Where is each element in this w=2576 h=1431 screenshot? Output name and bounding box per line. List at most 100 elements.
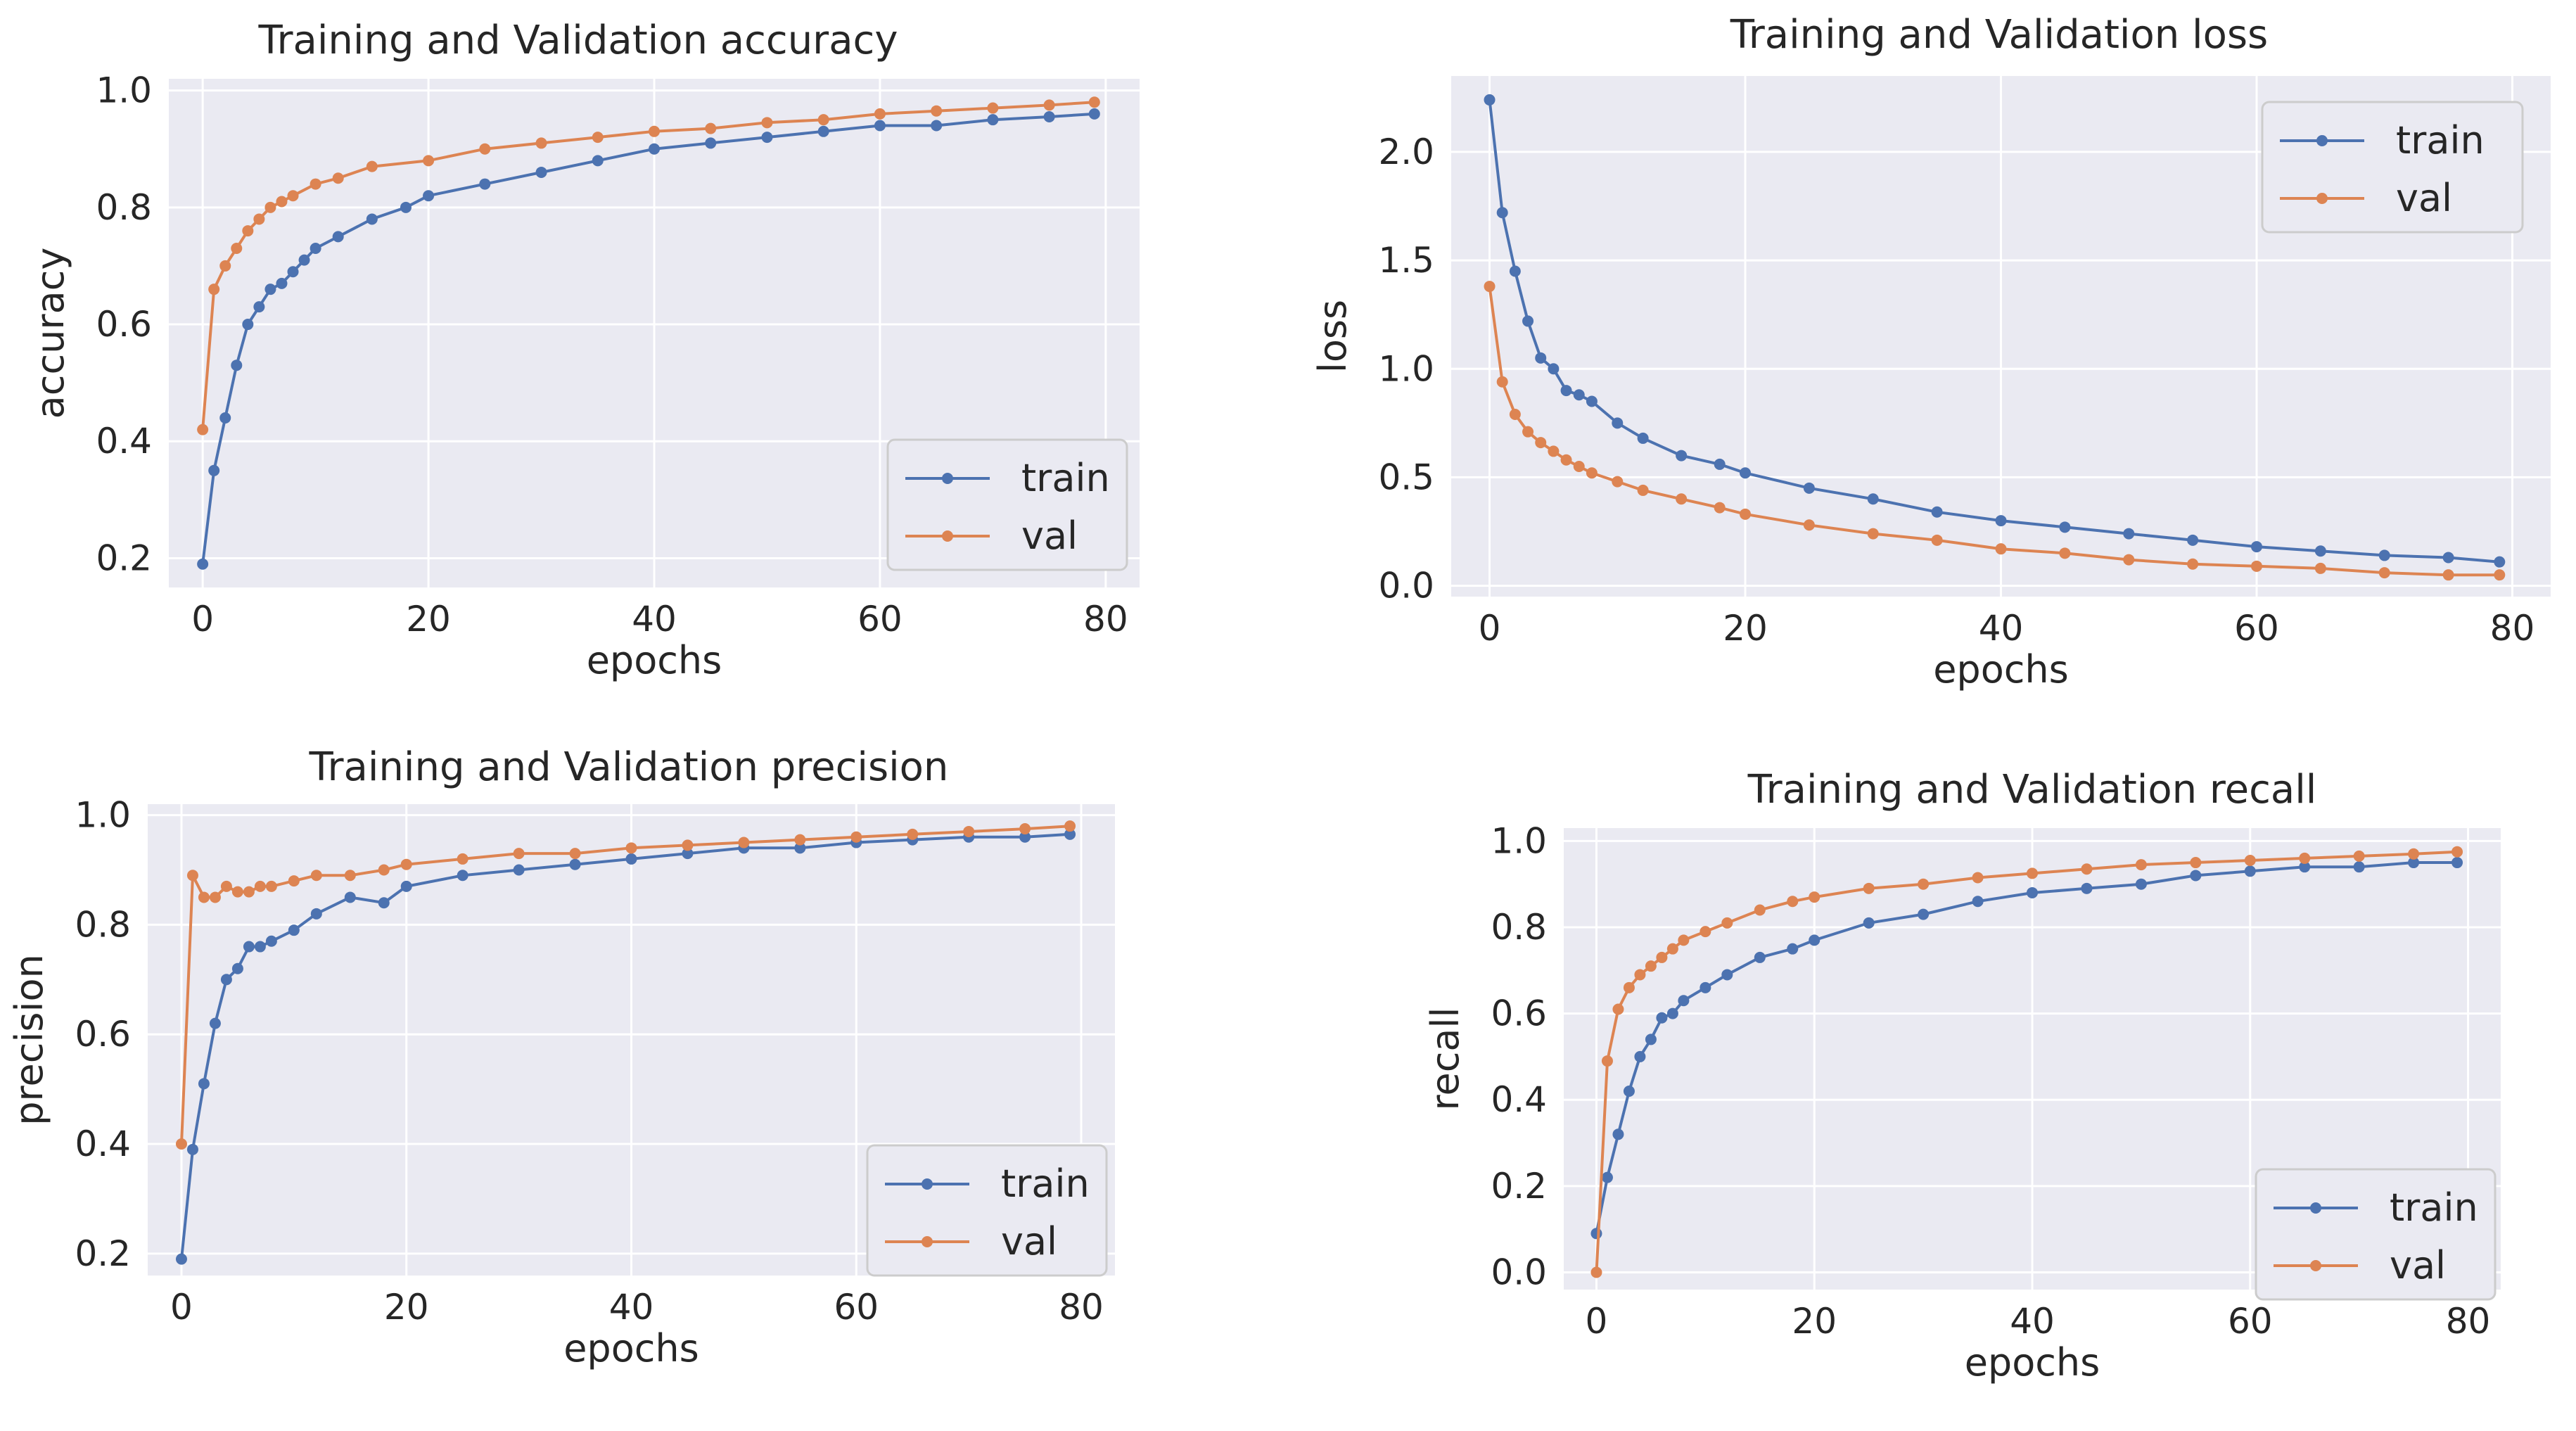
data-point-val: [1918, 878, 1930, 890]
data-point-val: [198, 891, 210, 903]
data-point-val: [310, 870, 322, 882]
data-point-train: [243, 941, 255, 953]
data-point-train: [378, 897, 390, 909]
data-point-train: [2314, 545, 2326, 557]
data-point-val: [1586, 467, 1598, 479]
data-point-val: [738, 837, 750, 848]
chart-title: Training and Validation precision: [309, 744, 949, 790]
series-val: [175, 820, 1076, 1150]
y-tick-label: 0.2: [96, 538, 152, 578]
data-point-val: [649, 125, 660, 137]
data-point-train: [1918, 908, 1930, 920]
y-tick-label: 0.0: [1491, 1252, 1547, 1292]
data-point-train: [265, 935, 277, 947]
legend-marker-val: [2310, 1260, 2321, 1271]
data-point-val: [1509, 409, 1521, 420]
chart-precision: Training and Validation precision 0 20 40 60…: [7, 744, 1115, 1370]
data-point-val: [287, 190, 299, 202]
data-point-val: [242, 225, 254, 237]
data-point-val: [963, 825, 975, 837]
data-point-val: [1612, 1003, 1624, 1015]
x-tick-label: 80: [2490, 608, 2535, 649]
data-point-val: [457, 853, 468, 865]
data-point-train: [231, 360, 243, 371]
data-point-train: [1867, 493, 1879, 505]
data-point-train: [366, 213, 378, 225]
data-point-train: [1586, 395, 1598, 407]
legend-label-val: val: [2390, 1243, 2446, 1287]
data-point-train: [1043, 111, 1055, 123]
data-point-train: [1721, 969, 1733, 981]
data-point-train: [1803, 482, 1815, 494]
y-tick-label: 0.2: [1491, 1166, 1547, 1207]
data-point-val: [1666, 943, 1678, 955]
y-axis-label: recall: [1423, 1007, 1467, 1110]
x-tick-label: 20: [1792, 1301, 1837, 1342]
data-point-val: [175, 1138, 187, 1150]
data-point-train: [513, 864, 525, 876]
data-point-val: [208, 284, 220, 295]
legend: train val: [886, 438, 1128, 571]
data-point-train: [423, 190, 435, 202]
y-tick-label: 0.5: [1378, 457, 1434, 497]
data-point-val: [1601, 1055, 1613, 1067]
y-tick-label: 0.8: [96, 187, 152, 228]
data-point-train: [197, 558, 209, 570]
data-point-train: [287, 266, 299, 278]
data-point-val: [535, 137, 547, 149]
data-point-val: [265, 880, 277, 892]
data-point-train: [1972, 896, 1984, 908]
data-point-val: [378, 864, 390, 876]
data-point-train: [264, 284, 276, 295]
data-point-val: [1064, 820, 1076, 832]
data-point-train: [1666, 1007, 1678, 1019]
data-point-train: [457, 870, 468, 882]
data-point-train: [2378, 549, 2390, 561]
data-point-val: [1088, 96, 1100, 108]
chart-accuracy: Training and Validation accuracy 0 20 40 60 8…: [28, 18, 1140, 682]
data-point-val: [1043, 99, 1055, 111]
data-point-val: [1590, 1266, 1602, 1278]
legend-marker-train: [2316, 135, 2328, 146]
legend: train val: [2255, 1168, 2497, 1301]
legend-label-train: train: [2396, 118, 2485, 163]
data-point-val: [2244, 854, 2256, 866]
y-tick-label: 1.0: [1378, 348, 1434, 389]
y-axis-label: loss: [1311, 300, 1355, 373]
legend: train val: [866, 1144, 1108, 1277]
legend-label-val: val: [2396, 176, 2452, 220]
data-point-val: [817, 114, 829, 126]
data-point-val: [850, 831, 862, 843]
data-point-val: [423, 155, 435, 167]
y-axis-label: accuracy: [28, 248, 72, 419]
data-point-train: [242, 319, 254, 331]
data-point-val: [253, 213, 265, 225]
x-tick-label: 80: [2446, 1301, 2491, 1342]
x-tick-label: 40: [2010, 1301, 2055, 1342]
data-point-train: [1740, 467, 1752, 479]
data-point-val: [1535, 437, 1547, 449]
data-point-val: [1496, 376, 1508, 388]
x-tick-label: 0: [1479, 608, 1501, 649]
data-point-train: [400, 880, 412, 892]
series-val: [1590, 846, 2463, 1278]
data-point-train: [1088, 108, 1100, 120]
data-point-train: [344, 891, 356, 903]
data-point-train: [569, 858, 581, 870]
y-tick-label: 0.6: [1491, 993, 1547, 1034]
data-point-train: [2353, 861, 2365, 873]
chart-title: Training and Validation accuracy: [258, 18, 898, 63]
legend-label-val: val: [1021, 514, 1078, 558]
data-point-val: [186, 870, 198, 882]
data-point-val: [220, 880, 232, 892]
chart-title: Training and Validation recall: [1747, 767, 2317, 813]
data-point-val: [310, 178, 321, 190]
data-point-train: [931, 120, 943, 132]
data-point-val: [1863, 882, 1875, 894]
data-point-val: [254, 880, 266, 892]
legend-marker-train: [942, 473, 953, 484]
chart-loss: Training and Validation loss 0 20 40 60 80 0.0…: [1311, 12, 2551, 692]
data-point-val: [2081, 863, 2093, 875]
y-tick-label: 0.4: [75, 1124, 131, 1164]
